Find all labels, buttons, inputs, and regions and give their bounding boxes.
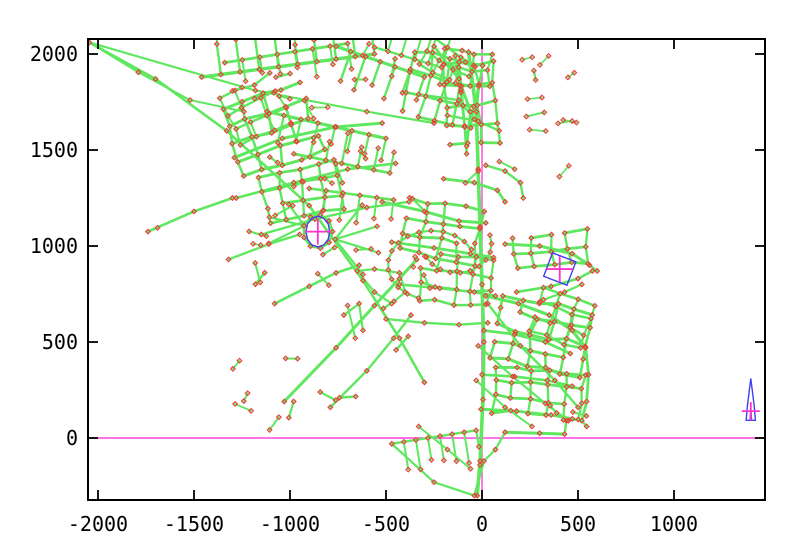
y-tick-label: 1500 [29,138,78,162]
x-tick-label: -500 [361,512,411,536]
x-tick-label: -1000 [259,512,321,536]
axis-ticks [88,39,765,500]
y-tick-label: 1000 [29,234,78,258]
x-tick-label: 0 [475,512,489,536]
x-tick-label: 1000 [649,512,699,536]
y-tick-label: 0 [65,426,78,450]
y-tick-label: 2000 [29,42,78,66]
plot-frame [87,38,766,501]
centroid-marker-layer [304,218,760,421]
x-tick-label: -1500 [163,512,225,536]
y-tick-label: 500 [41,330,78,354]
network-nodes-layer [88,39,601,499]
x-tick-label: -2000 [67,512,129,536]
x-tick-label: 500 [559,512,597,536]
